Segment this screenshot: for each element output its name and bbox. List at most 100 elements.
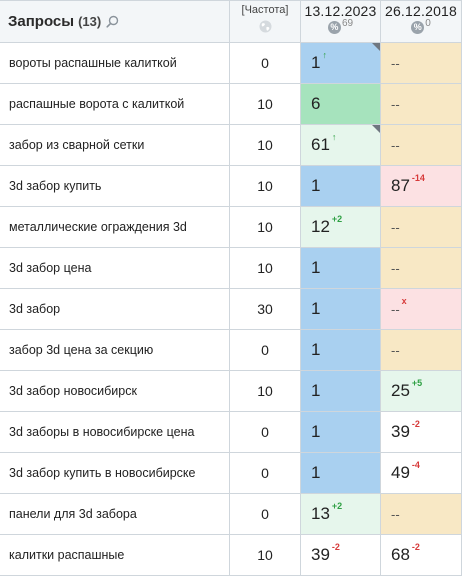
frequency-cell: 10 <box>230 84 301 125</box>
query-cell[interactable]: калитки распашные <box>0 535 230 576</box>
position-value: 87 <box>391 176 410 195</box>
position-value: 1 <box>311 381 321 400</box>
position-change: x <box>401 296 407 306</box>
position-cell-date-2[interactable]: 68 -2 <box>381 535 462 576</box>
position-value: -- <box>391 342 400 358</box>
frequency-cell: 0 <box>230 43 301 84</box>
date-count: 69 <box>341 18 354 29</box>
date-label: 13.12.2023 <box>304 3 377 19</box>
position-cell-date-2[interactable]: -- <box>381 43 462 84</box>
position-value: 49 <box>391 463 410 482</box>
position-change: -2 <box>411 542 420 552</box>
queries-title: Запросы <box>8 13 75 30</box>
percent-icon: % <box>411 21 425 34</box>
position-cell-date-2[interactable]: 49 -4 <box>381 453 462 494</box>
position-change: -14 <box>411 173 425 183</box>
position-value: 25 <box>391 381 410 400</box>
frequency-column-header[interactable]: [Частота] <box>230 1 301 43</box>
position-change: -4 <box>411 460 420 470</box>
position-value: 1 <box>311 299 321 318</box>
query-cell[interactable]: панели для 3d забора <box>0 494 230 535</box>
position-cell-date-1[interactable]: 13 +2 <box>301 494 381 535</box>
position-change: -2 <box>411 419 420 429</box>
frequency-cell: 10 <box>230 207 301 248</box>
position-cell-date-2[interactable]: -- <box>381 125 462 166</box>
frequency-cell: 0 <box>230 494 301 535</box>
frequency-cell: 10 <box>230 248 301 289</box>
position-cell-date-1[interactable]: 1 <box>301 248 381 289</box>
position-cell-date-2[interactable]: 25 +5 <box>381 371 462 412</box>
query-cell[interactable]: распашные ворота с калиткой <box>0 84 230 125</box>
search-icon[interactable] <box>106 15 119 28</box>
position-value: 1 <box>311 422 321 441</box>
query-cell[interactable]: 3d забор новосибирск <box>0 371 230 412</box>
position-value: 1 <box>311 176 321 195</box>
position-value: 6 <box>311 94 321 113</box>
frequency-cell: 10 <box>230 371 301 412</box>
position-change: ↑ <box>322 50 327 60</box>
frequency-cell: 10 <box>230 166 301 207</box>
position-cell-date-1[interactable]: 1 <box>301 412 381 453</box>
position-cell-date-2[interactable]: -- <box>381 494 462 535</box>
query-cell[interactable]: вороты распашные калиткой <box>0 43 230 84</box>
frequency-cell: 0 <box>230 412 301 453</box>
position-cell-date-1[interactable]: 1 <box>301 289 381 330</box>
queries-column-header[interactable]: Запросы (13) <box>0 1 230 43</box>
position-value: 1 <box>311 463 321 482</box>
query-cell[interactable]: 3d заборы в новосибирске цена <box>0 412 230 453</box>
query-cell[interactable]: забор 3d цена за секцию <box>0 330 230 371</box>
position-value: -- <box>391 301 400 317</box>
position-cell-date-1[interactable]: 1 ↑ <box>301 43 381 84</box>
date-column-header-1[interactable]: 13.12.2023 % 69 <box>301 1 381 43</box>
position-value: -- <box>391 219 400 235</box>
position-cell-date-2[interactable]: -- <box>381 330 462 371</box>
position-value: 13 <box>311 504 330 523</box>
frequency-cell: 30 <box>230 289 301 330</box>
frequency-label: [Частота] <box>241 4 289 16</box>
position-value: -- <box>391 96 400 112</box>
query-cell[interactable]: 3d забор купить в новосибирске <box>0 453 230 494</box>
position-cell-date-2[interactable]: 39 -2 <box>381 412 462 453</box>
query-cell[interactable]: металлические ограждения 3d <box>0 207 230 248</box>
frequency-cell: 10 <box>230 535 301 576</box>
position-cell-date-1[interactable]: 6 <box>301 84 381 125</box>
position-cell-date-1[interactable]: 1 <box>301 371 381 412</box>
position-cell-date-2[interactable]: 87 -14 <box>381 166 462 207</box>
position-change: ↑ <box>331 132 337 142</box>
position-value: -- <box>391 506 400 522</box>
position-value: 39 <box>391 422 410 441</box>
position-cell-date-1[interactable]: 61 ↑ <box>301 125 381 166</box>
query-cell[interactable]: забор из сварной сетки <box>0 125 230 166</box>
query-cell[interactable]: 3d забор купить <box>0 166 230 207</box>
globe-icon <box>259 20 271 33</box>
position-value: 39 <box>311 545 330 564</box>
position-cell-date-1[interactable]: 1 <box>301 166 381 207</box>
position-cell-date-2[interactable]: -- <box>381 248 462 289</box>
percent-icon: % <box>327 21 341 34</box>
position-cell-date-2[interactable]: -- x <box>381 289 462 330</box>
date-label: 26.12.2018 <box>384 3 458 19</box>
position-cell-date-2[interactable]: -- <box>381 207 462 248</box>
position-value: 1 <box>311 340 321 359</box>
position-value: 12 <box>311 217 330 236</box>
position-value: -- <box>391 260 400 276</box>
position-value: 1 <box>311 258 321 277</box>
position-value: 61 <box>311 135 330 154</box>
position-cell-date-1[interactable]: 1 <box>301 453 381 494</box>
position-value: -- <box>391 137 400 153</box>
frequency-cell: 10 <box>230 125 301 166</box>
date-column-header-2[interactable]: 26.12.2018 % 0 <box>381 1 462 43</box>
position-cell-date-1[interactable]: 39 -2 <box>301 535 381 576</box>
frequency-cell: 0 <box>230 330 301 371</box>
position-cell-date-1[interactable]: 1 <box>301 330 381 371</box>
query-cell[interactable]: 3d забор <box>0 289 230 330</box>
date-count: 0 <box>425 18 431 29</box>
position-value: 1 <box>311 53 321 72</box>
position-cell-date-1[interactable]: 12 +2 <box>301 207 381 248</box>
position-change: +2 <box>331 214 343 224</box>
position-change: +5 <box>411 378 423 388</box>
position-cell-date-2[interactable]: -- <box>381 84 462 125</box>
query-cell[interactable]: 3d забор цена <box>0 248 230 289</box>
frequency-cell: 0 <box>230 453 301 494</box>
